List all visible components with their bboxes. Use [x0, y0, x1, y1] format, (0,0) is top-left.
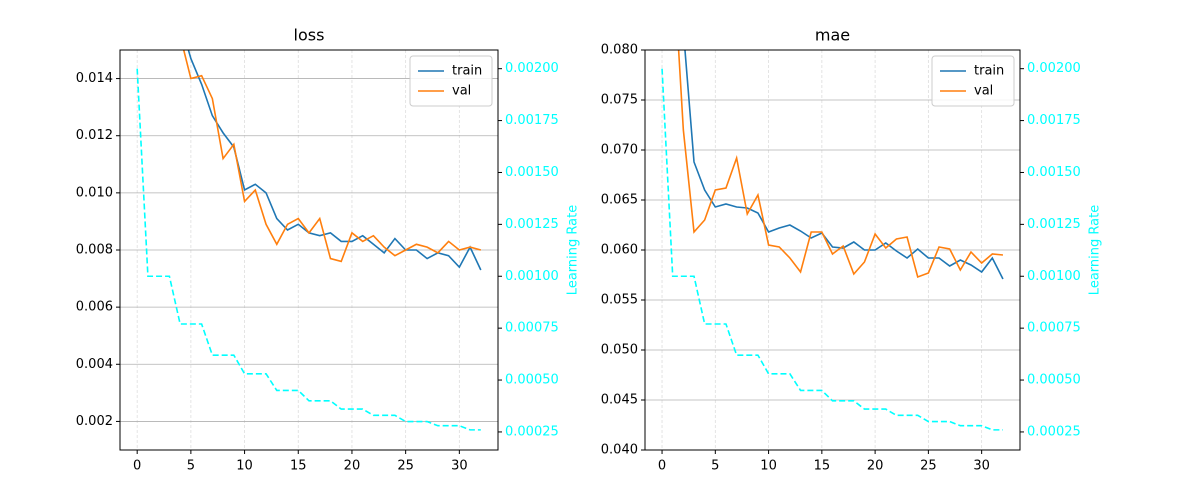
x-tick-label: 10	[236, 459, 253, 474]
x-tick-label: 0	[658, 459, 666, 474]
legend-box	[409, 55, 493, 107]
y2-tick-label: 0.00200	[1027, 61, 1081, 76]
y-tick-label: 0.050	[601, 343, 638, 358]
y2-tick-label: 0.00175	[1027, 113, 1081, 128]
axes-frame	[644, 49, 1021, 451]
chart-title: mae	[815, 26, 850, 45]
x-tick-label: 25	[397, 459, 414, 474]
y2-tick-label: 0.00025	[505, 424, 559, 439]
y2-tick-label: 0.00100	[1027, 269, 1081, 284]
y2-tick-label: 0.00150	[505, 165, 559, 180]
y2-tick-label: 0.00200	[505, 61, 559, 76]
plot-area	[136, 50, 482, 431]
y2-tick-label: 0.00075	[1027, 321, 1081, 336]
y2-tick-label: 0.00025	[1027, 424, 1081, 439]
y-tick-label: 0.010	[76, 185, 113, 200]
y2-tick-label: 0.00125	[1027, 217, 1081, 232]
lr-line	[661, 68, 1003, 431]
y2-tick-label: 0.00100	[505, 269, 559, 284]
y-tick-label: 0.045	[601, 393, 638, 408]
y-tick-label: 0.065	[601, 193, 638, 208]
y2-axis-label: Learning Rate	[1088, 205, 1103, 295]
y-tick-label: 0.002	[76, 414, 113, 429]
y-tick-label: 0.040	[601, 443, 638, 458]
legend-label: train	[452, 64, 482, 79]
x-tick-label: 0	[133, 459, 141, 474]
x-tick-label: 5	[711, 459, 719, 474]
x-tick-label: 5	[187, 459, 195, 474]
x-tick-label: 15	[290, 459, 307, 474]
y-tick-label: 0.055	[601, 293, 638, 308]
y2-tick-label: 0.00050	[505, 373, 559, 388]
x-tick-label: 30	[451, 459, 468, 474]
y-tick-label: 0.080	[601, 43, 638, 58]
y2-tick-label: 0.00075	[505, 321, 559, 336]
y-tick-label: 0.012	[76, 128, 113, 143]
series-line	[677, 50, 1004, 279]
chart-title: loss	[294, 26, 325, 45]
y2-axis-label: Learning Rate	[566, 205, 581, 295]
legend-label: val	[974, 84, 993, 99]
axes-frame	[119, 49, 499, 451]
series-line	[684, 50, 1004, 280]
y2-tick-label: 0.00175	[505, 113, 559, 128]
plot-area	[661, 50, 1004, 431]
x-tick-label: 15	[814, 459, 831, 474]
lr-line	[136, 68, 481, 431]
y-tick-label: 0.004	[76, 357, 113, 372]
x-tick-label: 10	[760, 459, 777, 474]
legend-label: train	[974, 64, 1004, 79]
x-tick-label: 30	[973, 459, 990, 474]
x-tick-label: 20	[344, 459, 361, 474]
y2-tick-label: 0.00150	[1027, 165, 1081, 180]
y-tick-label: 0.008	[76, 243, 113, 258]
y2-tick-label: 0.00050	[1027, 373, 1081, 388]
x-tick-label: 25	[920, 459, 937, 474]
y-tick-label: 0.006	[76, 300, 113, 315]
legend-box	[931, 55, 1015, 107]
y-tick-label: 0.060	[601, 243, 638, 258]
y-tick-label: 0.075	[601, 93, 638, 108]
legend-label: val	[452, 84, 471, 99]
y-tick-label: 0.070	[601, 143, 638, 158]
series-line	[182, 50, 482, 263]
x-tick-label: 20	[867, 459, 884, 474]
y2-tick-label: 0.00125	[505, 217, 559, 232]
y-tick-label: 0.014	[76, 71, 113, 86]
